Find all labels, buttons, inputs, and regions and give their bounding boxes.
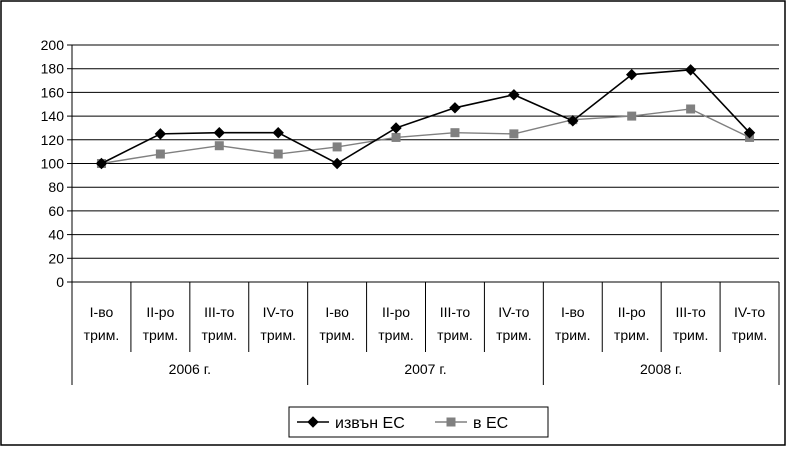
y-tick-label: 80 [48, 179, 64, 195]
series-line [101, 108, 750, 165]
data-point [450, 128, 460, 138]
quarter-label-sub: трим. [202, 327, 238, 343]
quarter-label-sub: трим. [84, 327, 120, 343]
y-tick-label: 60 [48, 203, 64, 219]
quarter-label: I-во [325, 304, 349, 320]
data-point [743, 126, 756, 139]
y-tick-label: 100 [41, 156, 65, 172]
data-point [508, 89, 520, 101]
quarter-label-sub: трим. [496, 327, 532, 343]
data-point [567, 115, 579, 127]
data-point [390, 122, 402, 134]
data-point [155, 149, 165, 159]
data-point [391, 132, 401, 142]
quarter-label-sub: трим. [614, 327, 650, 343]
quarter-label: III-то [440, 304, 471, 320]
series-line [101, 69, 751, 165]
quarter-label: III-то [675, 304, 706, 320]
quarter-label: IV-то [498, 304, 529, 320]
y-tick-label: 140 [41, 108, 65, 124]
y-tick-label: 0 [56, 274, 64, 290]
data-point [273, 149, 283, 159]
quarter-label: IV-то [263, 304, 294, 320]
quarter-label-sub: трим. [555, 327, 591, 343]
data-point [626, 68, 638, 81]
y-tick-label: 160 [41, 84, 65, 100]
quarter-label: III-то [204, 304, 235, 320]
quarter-label-sub: трим. [319, 327, 355, 343]
data-point [627, 111, 637, 121]
quarter-label-sub: трим. [732, 327, 768, 343]
data-point [213, 126, 225, 139]
data-point [95, 157, 108, 170]
quarter-label-sub: трим. [260, 327, 296, 343]
legend-box [288, 406, 549, 438]
data-point [509, 129, 519, 139]
legend-label: извън ЕС [335, 415, 405, 432]
data-point [154, 128, 167, 140]
quarter-label: I-во [561, 304, 585, 320]
y-tick-label: 40 [48, 227, 64, 243]
year-label: 2008 г. [640, 361, 682, 377]
quarter-label-sub: трим. [673, 327, 709, 343]
y-tick-label: 200 [41, 37, 65, 53]
quarter-label-sub: трим. [378, 327, 414, 343]
data-point [331, 157, 343, 170]
data-point [686, 104, 696, 114]
y-tick-label: 20 [48, 250, 64, 266]
y-tick-label: 120 [41, 132, 65, 148]
data-point [449, 102, 461, 114]
quarter-label-sub: трим. [143, 327, 179, 343]
data-point [214, 141, 224, 151]
data-point [272, 126, 284, 139]
quarter-label: II-ро [146, 304, 174, 320]
legend-label: в ЕС [473, 415, 508, 432]
year-label: 2006 г. [169, 361, 211, 377]
quarter-label: II-ро [618, 304, 646, 320]
quarter-label: IV-то [734, 304, 765, 320]
data-point [684, 64, 697, 76]
y-tick-label: 180 [41, 61, 65, 77]
data-point [332, 142, 342, 152]
quarter-label-sub: трим. [437, 327, 473, 343]
legend-marker [307, 416, 319, 428]
legend-marker [446, 417, 456, 427]
year-label: 2007 г. [404, 361, 446, 377]
quarter-label: II-ро [382, 304, 410, 320]
quarter-label: I-во [90, 304, 114, 320]
